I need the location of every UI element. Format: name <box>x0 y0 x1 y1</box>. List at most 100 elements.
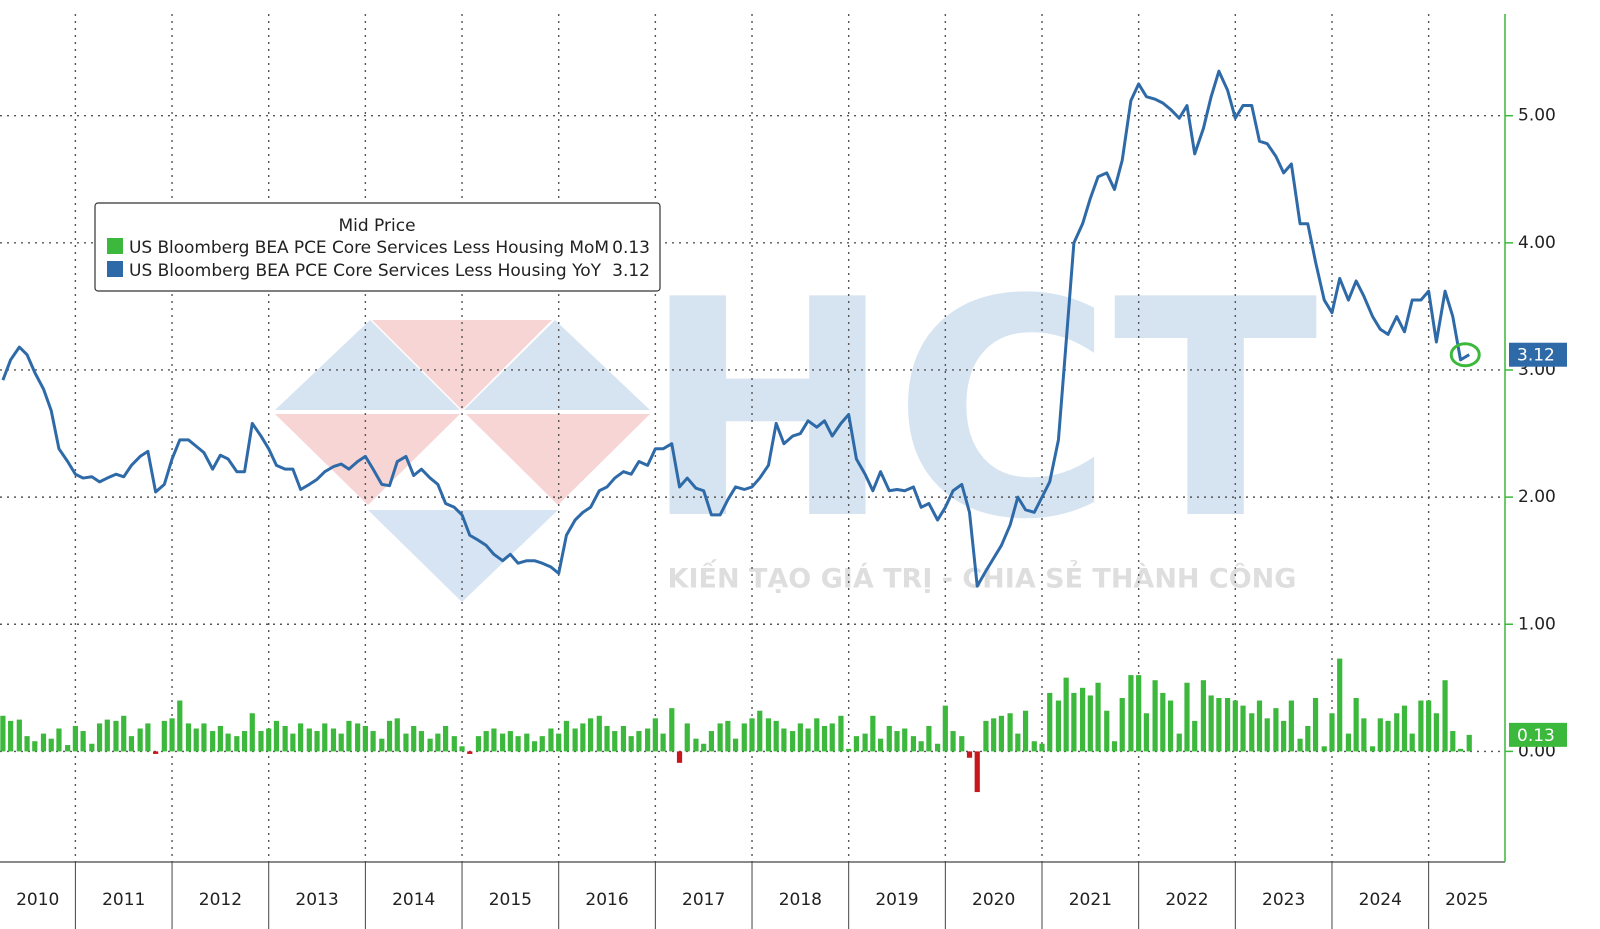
bar <box>862 733 868 752</box>
watermark-shape <box>275 320 460 410</box>
bar <box>379 738 385 752</box>
bar <box>572 728 578 752</box>
bar <box>765 718 772 752</box>
bar <box>725 720 731 752</box>
bar <box>322 723 328 752</box>
bar <box>1184 682 1190 752</box>
bar <box>1329 713 1335 752</box>
bar <box>1071 692 1077 752</box>
bar <box>1232 700 1238 752</box>
bar <box>531 741 538 752</box>
bar <box>362 725 368 752</box>
bar <box>161 720 167 752</box>
bar <box>113 720 119 752</box>
legend-swatch <box>107 261 123 277</box>
bar <box>330 728 337 752</box>
bar <box>732 738 739 752</box>
bar <box>435 733 441 752</box>
bar <box>652 718 658 752</box>
bar <box>500 733 506 752</box>
bar <box>1104 710 1110 752</box>
bar <box>1369 746 1376 752</box>
x-tick-label: 2021 <box>1069 890 1112 910</box>
bar <box>8 720 14 752</box>
last-value-box <box>1509 342 1567 367</box>
bar <box>483 731 489 752</box>
legend: Mid Price US Bloomberg BEA PCE Core Serv… <box>94 202 661 292</box>
bar <box>56 728 62 752</box>
bar <box>290 733 296 752</box>
bar <box>282 725 288 752</box>
bar <box>443 725 449 752</box>
bar <box>1216 697 1222 752</box>
bar <box>790 731 796 752</box>
bar <box>80 731 86 752</box>
bar <box>636 731 642 752</box>
bar <box>121 715 127 752</box>
bar <box>104 719 110 752</box>
bar <box>910 736 917 752</box>
bar <box>1022 710 1029 752</box>
y-tick-label: 5.00 <box>1518 106 1556 126</box>
bar <box>1394 713 1400 752</box>
bar <box>1007 713 1013 752</box>
legend-title: Mid Price <box>338 216 415 236</box>
bar <box>1015 733 1021 752</box>
bar <box>620 725 627 752</box>
bar <box>193 728 199 752</box>
legend-value: 0.13 <box>612 238 650 258</box>
bar <box>249 713 255 752</box>
marks <box>0 69 1481 793</box>
bar <box>515 736 521 752</box>
bar <box>306 728 312 752</box>
bar <box>0 715 6 752</box>
bar <box>72 725 78 752</box>
bar <box>612 731 618 752</box>
x-tick-label: 2023 <box>1262 890 1305 910</box>
bar <box>1466 734 1472 752</box>
bar <box>701 743 707 752</box>
bar <box>918 741 924 752</box>
bar <box>241 731 248 752</box>
bar <box>1224 697 1231 752</box>
bar <box>1297 738 1303 752</box>
bar <box>394 718 400 752</box>
bar <box>217 725 223 752</box>
bar <box>1240 705 1246 752</box>
x-tick-label: 2011 <box>102 890 145 910</box>
bar <box>1409 733 1415 752</box>
bar <box>894 731 900 752</box>
bar <box>1288 700 1294 752</box>
bar <box>169 718 175 752</box>
bar <box>1160 692 1166 752</box>
bar <box>1111 741 1118 752</box>
bar <box>65 745 71 752</box>
bar <box>1361 718 1367 752</box>
bar <box>950 731 956 752</box>
last-point-circle <box>1449 342 1481 368</box>
bar <box>1312 697 1319 752</box>
bar <box>1418 700 1424 752</box>
bar <box>89 743 95 752</box>
bar <box>974 751 980 793</box>
bar <box>266 728 272 752</box>
legend-box <box>94 202 661 292</box>
bar <box>258 731 264 752</box>
bar <box>1305 725 1311 752</box>
bar <box>1281 720 1287 752</box>
legend-label: US Bloomberg BEA PCE Core Services Less … <box>129 261 602 281</box>
bar <box>153 751 159 754</box>
bar <box>128 736 135 752</box>
bar <box>773 720 779 752</box>
bar <box>1119 697 1125 752</box>
bar <box>96 723 103 752</box>
last-value-label: 3.12 <box>1517 346 1555 366</box>
bar <box>548 728 554 752</box>
bar <box>983 720 989 752</box>
bar <box>805 728 811 752</box>
bar <box>645 728 651 752</box>
bar <box>604 725 610 752</box>
last-value-box <box>1509 722 1567 747</box>
x-tick-label: 2015 <box>489 890 532 910</box>
